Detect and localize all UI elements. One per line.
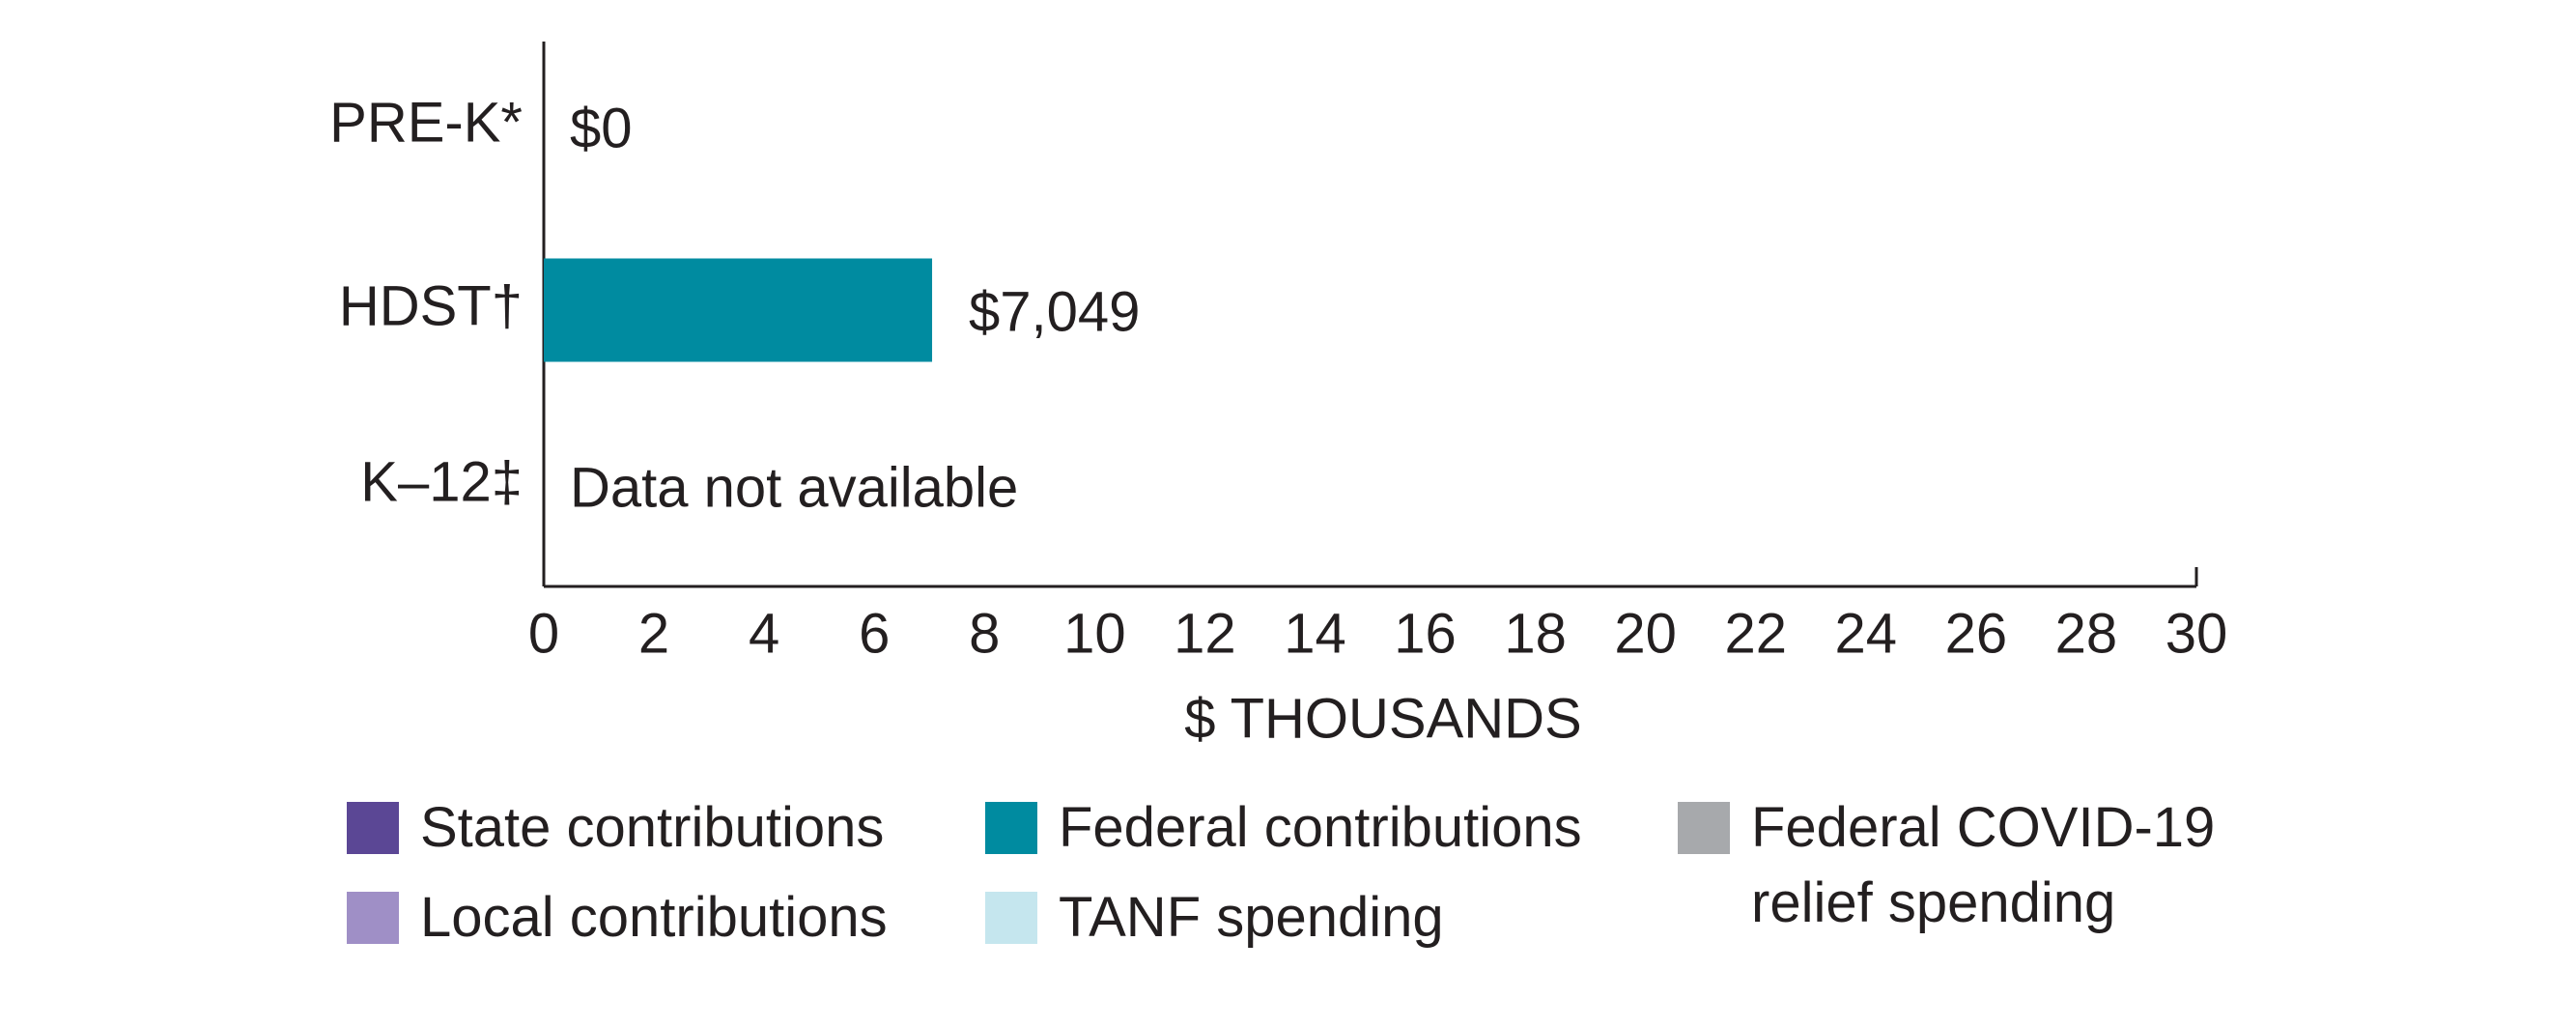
x-tick-label: 26 [1945, 602, 2008, 665]
y-tick-label: K–12‡ [360, 450, 523, 513]
x-axis-title: $ THOUSANDS [1184, 687, 1581, 750]
x-tick-label: 14 [1284, 602, 1346, 665]
x-tick-label: 24 [1835, 602, 1898, 665]
x-tick-label: 6 [859, 602, 890, 665]
x-tick-label: 10 [1063, 602, 1126, 665]
data-label: $0 [570, 97, 633, 159]
y-tick-label: PRE-K* [329, 91, 523, 154]
x-tick-label: 16 [1394, 602, 1457, 665]
data-label: Data not available [570, 456, 1018, 519]
data-label: $7,049 [969, 280, 1140, 343]
bar-segment [544, 258, 933, 362]
x-tick-label: 18 [1504, 602, 1567, 665]
x-tick-label: 28 [2055, 602, 2118, 665]
x-tick-label: 8 [969, 602, 1000, 665]
x-tick-label: 30 [2166, 602, 2228, 665]
y-tick-label: HDST† [339, 274, 523, 337]
x-tick-label: 22 [1724, 602, 1787, 665]
x-tick-label: 4 [749, 602, 779, 665]
x-tick-label: 12 [1174, 602, 1236, 665]
x-tick-label: 20 [1614, 602, 1677, 665]
x-tick-label: 0 [528, 602, 559, 665]
x-tick-label: 2 [638, 602, 669, 665]
